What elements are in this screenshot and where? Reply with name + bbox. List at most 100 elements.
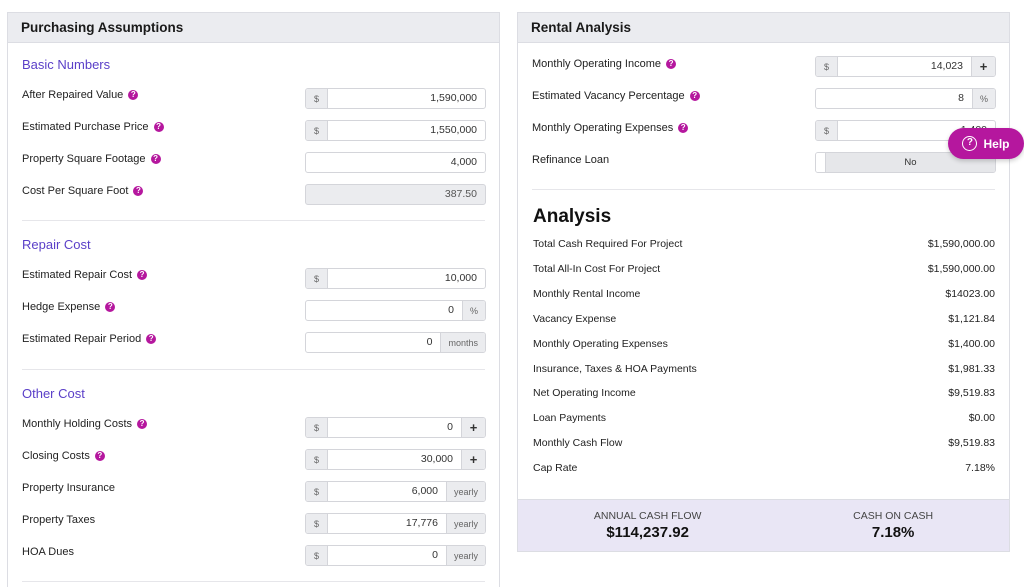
help-icon[interactable]: ? <box>94 451 105 461</box>
help-icon[interactable]: ? <box>128 90 139 100</box>
analysis-row-value: $9,519.83 <box>948 437 995 450</box>
analysis-row: Monthly Operating Expenses $1,400.00 <box>533 338 995 350</box>
operating-income-input[interactable]: 14,023 <box>930 60 963 72</box>
basic-numbers-title: Basic Numbers <box>22 57 111 72</box>
analysis-title: Analysis <box>533 206 612 227</box>
square-footage-input[interactable]: 4,000 <box>450 156 477 168</box>
hoa-field[interactable]: $ 0 yearly <box>305 545 486 566</box>
analysis-row-label: Loan Payments <box>533 412 606 425</box>
analysis-row-label: Insurance, Taxes & HOA Payments <box>533 362 697 375</box>
analysis-row: Total Cash Required For Project $1,590,00… <box>533 238 995 250</box>
months-suffix: months <box>440 333 485 352</box>
help-icon[interactable]: ? <box>133 186 144 196</box>
closing-costs-input[interactable]: 30,000 <box>420 453 453 465</box>
insurance-field[interactable]: $ 6,000 yearly <box>305 481 486 502</box>
rental-analysis-title: Rental Analysis <box>518 13 1009 43</box>
hedge-expense-input[interactable]: 0 <box>448 304 454 316</box>
closing-costs-label: Closing Costs ? <box>22 450 105 462</box>
label-text: Estimated Repair Period <box>22 333 142 345</box>
insurance-input[interactable]: 6,000 <box>411 485 438 497</box>
holding-costs-label: Monthly Holding Costs ? <box>22 418 148 430</box>
purchase-price-input[interactable]: 1,550,000 <box>430 124 477 136</box>
analysis-row: Insurance, Taxes & HOA Payments $1,981.33 <box>533 363 995 375</box>
help-icon[interactable]: ? <box>666 59 677 69</box>
analysis-row-value: 7.18% <box>965 462 995 475</box>
repair-cost-input[interactable]: 10,000 <box>444 272 477 284</box>
analysis-row-label: Cap Rate <box>533 462 578 475</box>
dollar-prefix: $ <box>306 482 328 501</box>
dollar-prefix: $ <box>306 514 328 533</box>
label-text: Hedge Expense <box>22 301 101 313</box>
vacancy-field[interactable]: 8 % <box>815 88 996 109</box>
operating-income-label: Monthly Operating Income ? <box>532 58 677 70</box>
annual-cash-flow-label: ANNUAL CASH FLOW <box>593 510 702 522</box>
plus-icon[interactable]: + <box>461 450 485 469</box>
purchase-price-field[interactable]: $ 1,550,000 <box>305 120 486 141</box>
dollar-prefix: $ <box>306 546 328 565</box>
taxes-field[interactable]: $ 17,776 yearly <box>305 513 486 534</box>
help-icon[interactable]: ? <box>137 419 148 429</box>
label-text: Estimated Repair Cost <box>22 269 133 281</box>
analysis-row-label: Vacancy Expense <box>533 312 617 325</box>
square-footage-label: Property Square Footage ? <box>22 153 161 165</box>
dollar-prefix: $ <box>306 418 328 437</box>
analysis-row-value: $1,590,000.00 <box>927 238 995 250</box>
square-footage-field[interactable]: 4,000 <box>305 152 486 173</box>
hoa-input[interactable]: 0 <box>432 549 438 561</box>
refinance-label: Refinance Loan <box>532 154 609 166</box>
summary-bar: ANNUAL CASH FLOW $114,237.92 CASH ON CAS… <box>518 499 1009 551</box>
repair-period-input[interactable]: 0 <box>426 336 433 348</box>
help-icon[interactable]: ? <box>678 123 689 133</box>
after-repaired-value-field[interactable]: $ 1,590,000 <box>305 88 486 109</box>
hedge-expense-label: Hedge Expense ? <box>22 301 116 313</box>
dollar-prefix: $ <box>306 121 328 140</box>
repair-cost-field[interactable]: $ 10,000 <box>305 268 486 289</box>
plus-icon[interactable]: + <box>971 57 995 76</box>
hedge-expense-field[interactable]: 0 % <box>305 300 486 321</box>
analysis-row: Total All-In Cost For Project $1,590,000.… <box>533 263 995 275</box>
analysis-row-value: $14023.00 <box>945 287 995 300</box>
dollar-prefix: $ <box>306 269 328 288</box>
toggle-no-option[interactable]: No <box>826 153 995 172</box>
label-text: Property Insurance <box>22 482 115 494</box>
dollar-prefix: $ <box>816 121 838 140</box>
after-repaired-value-input[interactable]: 1,590,000 <box>430 92 477 104</box>
cost-per-sqft-field: 387.50 <box>305 184 486 205</box>
analysis-row-value: $0.00 <box>968 412 995 425</box>
divider <box>22 220 485 221</box>
taxes-input[interactable]: 17,776 <box>405 517 438 529</box>
toggle-yes-side[interactable] <box>816 153 826 172</box>
closing-costs-field[interactable]: $ 30,000 + <box>305 449 486 470</box>
operating-income-field[interactable]: $ 14,023 + <box>815 56 996 77</box>
help-icon[interactable]: ? <box>150 154 161 164</box>
help-button-label: Help <box>983 136 1010 151</box>
help-icon[interactable]: ? <box>105 302 116 312</box>
help-icon[interactable]: ? <box>689 91 700 101</box>
analysis-row: Loan Payments $0.00 <box>533 412 995 424</box>
help-button[interactable]: ? Help <box>948 128 1024 159</box>
analysis-row-value: $9,519.83 <box>948 387 995 400</box>
analysis-row-label: Monthly Rental Income <box>533 287 641 300</box>
vacancy-input[interactable]: 8 <box>958 92 964 104</box>
holding-costs-field[interactable]: $ 0 + <box>305 417 486 438</box>
cash-on-cash-label: CASH ON CASH <box>853 510 934 522</box>
label-text: Refinance Loan <box>532 154 610 166</box>
analysis-row: Monthly Cash Flow $9,519.83 <box>533 437 995 449</box>
annual-cash-flow-value: $114,237.92 <box>606 524 689 541</box>
holding-costs-input[interactable]: 0 <box>447 421 453 433</box>
cost-per-sqft-label: Cost Per Square Foot ? <box>22 185 144 197</box>
label-text: Estimated Purchase Price <box>22 121 149 133</box>
help-icon[interactable]: ? <box>153 122 164 132</box>
yearly-suffix: yearly <box>445 482 485 501</box>
help-icon[interactable]: ? <box>137 270 148 280</box>
annual-cash-flow-stat: ANNUAL CASH FLOW $114,237.92 <box>594 510 702 541</box>
refinance-toggle[interactable]: No <box>815 152 996 173</box>
help-icon[interactable]: ? <box>146 334 157 344</box>
operating-expenses-label: Monthly Operating Expenses ? <box>532 122 689 134</box>
analysis-row-label: Net Operating Income <box>533 387 636 400</box>
hoa-label: HOA Dues <box>22 546 74 558</box>
plus-icon[interactable]: + <box>461 418 485 437</box>
taxes-label: Property Taxes <box>22 514 95 526</box>
purchasing-assumptions-title: Purchasing Assumptions <box>8 13 499 43</box>
repair-period-field[interactable]: 0 months <box>305 332 486 353</box>
